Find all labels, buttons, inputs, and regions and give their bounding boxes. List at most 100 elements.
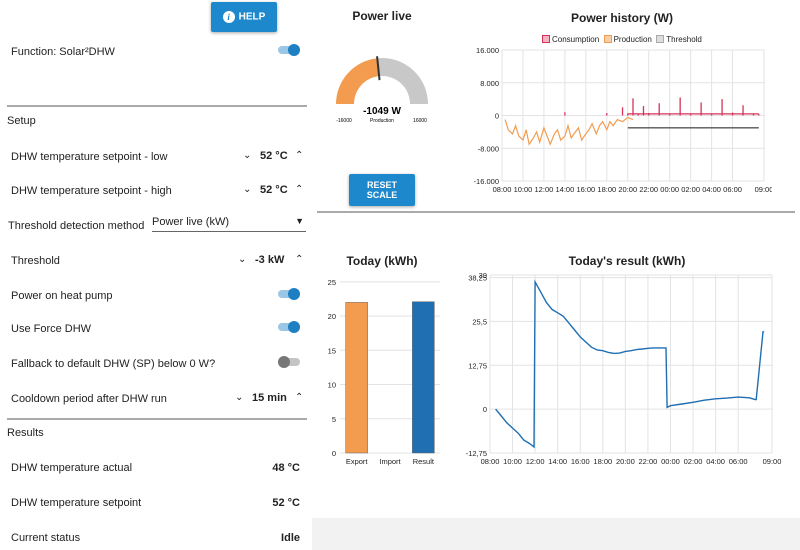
x-tick-label: 16:00 [576, 185, 595, 194]
results-heading: Results [7, 427, 44, 439]
chevron-up-icon[interactable]: ⌃ [295, 254, 304, 265]
dhw-low-value: 52 °C [260, 150, 288, 162]
y-tick-label: 0 [495, 112, 499, 121]
x-tick-label: 12:00 [526, 457, 545, 466]
y-tick-label: 5 [332, 415, 336, 424]
x-tick-label: 10:00 [514, 185, 533, 194]
function-label: Function: Solar²DHW [11, 46, 115, 58]
dhw-actual-label: DHW temperature actual [11, 462, 133, 474]
chevron-down-icon[interactable]: ⌄ [238, 254, 247, 265]
threshold-method-label: Threshold detection method [8, 220, 145, 232]
reset-scale-button[interactable]: RESET SCALE [349, 174, 415, 206]
x-tick-label: 20:00 [618, 185, 637, 194]
series-result [495, 279, 765, 449]
x-tick-label: 10:00 [503, 457, 522, 466]
y-tick-label: 38,25 [468, 274, 487, 283]
y-tick-label: 20 [328, 312, 336, 321]
gauge-negative-arc [336, 58, 380, 104]
dhw-actual-value: 48 °C [272, 462, 300, 474]
legend-production[interactable]: Production [603, 35, 652, 44]
x-tick-label: 04:00 [702, 185, 721, 194]
legend-consumption[interactable]: Consumption [542, 35, 599, 44]
divider [7, 105, 307, 107]
y-tick-label: 39 [479, 271, 487, 280]
gauge-rest-arc [377, 58, 428, 104]
x-tick-label: 02:00 [684, 457, 703, 466]
x-tick-label: 02:00 [681, 185, 700, 194]
x-tick-label: 09:00 [755, 185, 772, 194]
y-tick-label: 0 [332, 449, 336, 458]
x-tick-label: 04:00 [706, 457, 725, 466]
today-bar-chart: 25 20 15 10 5 0 Export Import Result [328, 278, 440, 466]
settings-panel: i HELP Function: Solar²DHW Setup DHW temp… [0, 0, 312, 550]
chevron-down-icon[interactable]: ⌄ [243, 150, 252, 161]
history-legend: Consumption Production Threshold [542, 35, 702, 44]
y-tick-label: 16.000 [476, 46, 499, 55]
y-tick-label: -16.000 [474, 177, 499, 186]
fallback-toggle[interactable] [278, 356, 300, 368]
chevron-up-icon[interactable]: ⌃ [295, 392, 304, 403]
y-tick-label: -8.000 [478, 144, 499, 153]
bar-result [412, 301, 435, 454]
chevron-up-icon[interactable]: ⌃ [295, 184, 304, 195]
x-tick-label: 14:00 [548, 457, 567, 466]
gauge-needle [376, 56, 381, 81]
x-tick-label: 06:00 [729, 457, 748, 466]
result-title: Today's result (kWh) [568, 254, 686, 268]
threshold-value: -3 kW [255, 254, 285, 266]
x-tick-label: 12:00 [535, 185, 554, 194]
x-tick-label: 16:00 [571, 457, 590, 466]
chevron-up-icon[interactable]: ⌃ [295, 150, 304, 161]
x-tick-label: 22:00 [639, 185, 658, 194]
dhw-setpoint-label: DHW temperature setpoint [11, 497, 142, 509]
status-label: Current status [11, 532, 81, 544]
gauge-max: 16000 [413, 118, 427, 124]
info-icon: i [222, 11, 235, 23]
chevron-down-icon[interactable]: ⌄ [243, 184, 252, 195]
x-tick-label: 06:00 [723, 185, 742, 194]
x-tick-label: Import [379, 457, 401, 466]
help-label: HELP [238, 11, 266, 23]
cooldown-value: 15 min [252, 392, 287, 404]
y-tick-label: 25,5 [472, 317, 487, 326]
dhw-high-label: DHW temperature setpoint - high [11, 185, 172, 197]
today-title: Today (kWh) [346, 254, 418, 268]
divider [7, 418, 307, 420]
gauge-title: Power live [352, 9, 412, 23]
history-title: Power history (W) [570, 11, 673, 25]
x-tick-label: 18:00 [593, 457, 612, 466]
force-dhw-label: Use Force DHW [11, 323, 92, 335]
bar-export [345, 302, 368, 454]
chevron-down-icon[interactable]: ⌄ [235, 392, 244, 403]
force-dhw-toggle[interactable] [278, 321, 300, 333]
x-tick-label: 22:00 [639, 457, 658, 466]
dhw-setpoint-value: 52 °C [272, 497, 300, 509]
x-tick-label: 14:00 [555, 185, 574, 194]
x-tick-label: 08:00 [493, 185, 512, 194]
x-tick-label: Export [346, 457, 369, 466]
legend-threshold[interactable]: Threshold [656, 35, 702, 44]
dhw-low-label: DHW temperature setpoint - low [11, 151, 168, 163]
x-tick-label: 20:00 [616, 457, 635, 466]
dashboard-panel: Power live -1049 W Production -16000 160… [312, 0, 800, 518]
y-tick-label: 8.000 [480, 79, 499, 88]
gauge-value: -1049 W [363, 106, 401, 117]
power-heat-pump-toggle[interactable] [278, 288, 300, 300]
power-heat-pump-label: Power on heat pump [11, 290, 113, 302]
gauge-unit: Production [370, 118, 394, 124]
cooldown-label: Cooldown period after DHW run [11, 393, 167, 405]
y-tick-label: 0 [483, 405, 487, 414]
dropdown-arrow-icon: ▼ [295, 216, 304, 226]
x-tick-label: Result [413, 457, 435, 466]
divider [317, 211, 795, 213]
threshold-method-select[interactable]: Power live (kW) ▼ [152, 216, 306, 232]
y-tick-label: 25 [328, 278, 336, 287]
help-button[interactable]: i HELP [211, 2, 277, 32]
fallback-label: Fallback to default DHW (SP) below 0 W? [11, 358, 216, 370]
y-tick-label: 15 [328, 346, 336, 355]
x-tick-label: 18:00 [597, 185, 616, 194]
gauge-min: -16000 [336, 118, 352, 124]
function-toggle[interactable] [278, 44, 300, 56]
